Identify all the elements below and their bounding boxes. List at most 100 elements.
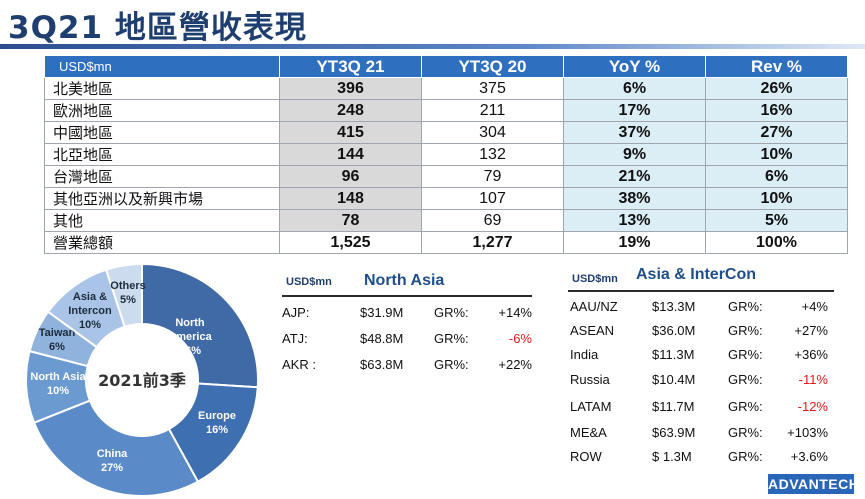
yoy-value: 6% xyxy=(563,77,706,100)
regional-revenue-table: USD$mn YT3Q 21 YT3Q 20 YoY % Rev % 北美地區 3… xyxy=(44,55,848,254)
yt3q21-value: 415 xyxy=(279,121,422,144)
asia-intercon-amount: $13.3M xyxy=(652,299,696,314)
title-underline xyxy=(0,44,865,49)
yt3q20-value: 132 xyxy=(421,143,564,166)
table-row: 歐洲地區 248 211 17% 16% xyxy=(44,99,848,122)
asia-intercon-region: ASEAN xyxy=(570,323,615,338)
rev-share-value: 10% xyxy=(705,143,848,166)
asia-intercon-value: +103% xyxy=(787,425,828,440)
list-item: ATJ: $48.8M GR%: -6% xyxy=(282,328,532,350)
yt3q20-value: 69 xyxy=(421,209,564,232)
asia-intercon-value: +4% xyxy=(801,299,828,314)
region-label: 北美地區 xyxy=(44,77,280,100)
total-label: 營業總額 xyxy=(44,231,280,254)
list-item: AKR : $63.8M GR%: +22% xyxy=(282,354,532,376)
rev-share-value: 5% xyxy=(705,209,848,232)
pie-slice-north-america xyxy=(141,262,259,389)
asia-intercon-divider xyxy=(568,290,834,292)
header-yt3q20: YT3Q 20 xyxy=(421,55,564,78)
header-yoy: YoY % xyxy=(563,55,706,78)
asia-intercon-value: -12% xyxy=(797,399,828,414)
asia-intercon-amount: $11.3M xyxy=(652,347,695,362)
table-row: 北美地區 396 375 6% 26% xyxy=(44,77,848,100)
yoy-value: 9% xyxy=(563,143,706,166)
asia-intercon-value: +36% xyxy=(794,347,828,362)
yt3q20-value: 211 xyxy=(421,99,564,122)
asia-intercon-amount: $36.0M xyxy=(652,323,696,338)
north-asia-gr: GR%: xyxy=(434,305,469,320)
table-row: 北亞地區 144 132 9% 10% xyxy=(44,143,848,166)
rev-share-value: 27% xyxy=(705,121,848,144)
yt3q21-value: 248 xyxy=(279,99,422,122)
region-label: 其他亞洲以及新興市場 xyxy=(44,187,280,210)
yoy-value: 21% xyxy=(563,165,706,188)
asia-intercon-amount: $11.7M xyxy=(652,399,695,414)
header-unit: USD$mn xyxy=(44,55,280,78)
asia-intercon-gr: GR%: xyxy=(728,372,763,387)
north-asia-value: -6% xyxy=(508,331,532,346)
asia-intercon-gr: GR%: xyxy=(728,425,763,440)
north-asia-gr: GR%: xyxy=(434,357,469,372)
yt3q21-value: 144 xyxy=(279,143,422,166)
list-item: AAU/NZ $13.3M GR%: +4% xyxy=(568,296,832,318)
asia-intercon-title: Asia & InterCon xyxy=(636,266,757,283)
asia-intercon-gr: GR%: xyxy=(728,323,763,338)
region-label: 台灣地區 xyxy=(44,165,280,188)
yt3q20-value: 304 xyxy=(421,121,564,144)
list-item: AJP: $31.9M GR%: +14% xyxy=(282,302,532,324)
asia-intercon-region: ROW xyxy=(570,449,602,464)
asia-intercon-gr: GR%: xyxy=(728,399,763,414)
yt3q20-value: 107 xyxy=(421,187,564,210)
asia-intercon-region: India xyxy=(570,347,599,362)
asia-intercon-gr: GR%: xyxy=(728,449,763,464)
list-item: ASEAN $36.0M GR%: +27% xyxy=(568,320,832,342)
total-yoy: 19% xyxy=(563,231,706,254)
yt3q21-value: 96 xyxy=(279,165,422,188)
asia-intercon-value: -11% xyxy=(798,372,828,387)
pie-slice-china xyxy=(32,399,200,497)
north-asia-region: ATJ: xyxy=(282,331,308,346)
pie-slice-others xyxy=(104,262,143,329)
north-asia-value: +22% xyxy=(498,357,532,372)
asia-intercon-value: +3.6% xyxy=(790,449,828,464)
north-asia-gr: GR%: xyxy=(434,331,469,346)
asia-intercon-region: LATAM xyxy=(570,399,612,414)
pie-label-asia-intercon: Asia & Intercon 10% xyxy=(68,291,112,331)
yt3q21-value: 396 xyxy=(279,77,422,100)
asia-intercon-amount: $ 1.3M xyxy=(652,449,692,464)
pie-label-taiwan: Taiwan 6% xyxy=(39,327,76,353)
north-asia-region: AKR : xyxy=(282,357,316,372)
asia-intercon-value: +27% xyxy=(794,323,828,338)
list-item: ME&A $63.9M GR%: +103% xyxy=(568,422,832,444)
table-header-row: USD$mn YT3Q 21 YT3Q 20 YoY % Rev % xyxy=(44,55,848,78)
list-item: ROW $ 1.3M GR%: +3.6% xyxy=(568,446,832,468)
asia-intercon-amount: $63.9M xyxy=(652,425,696,440)
rev-share-value: 6% xyxy=(705,165,848,188)
yoy-value: 37% xyxy=(563,121,706,144)
north-asia-unit: USD$mn xyxy=(286,276,332,288)
list-item: Russia $10.4M GR%: -11% xyxy=(568,369,832,391)
table-row: 其他 78 69 13% 5% xyxy=(44,209,848,232)
yt3q21-value: 148 xyxy=(279,187,422,210)
north-asia-amount: $63.8M xyxy=(360,357,404,372)
total-yt3q21: 1,525 xyxy=(279,231,422,254)
asia-intercon-region: ME&A xyxy=(570,425,607,440)
regional-revenue-pie-chart: North America 26% Europe 16% China 27% North As… xyxy=(25,262,259,497)
table-row: 其他亞洲以及新興市場 148 107 38% 10% xyxy=(44,187,848,210)
yoy-value: 17% xyxy=(563,99,706,122)
asia-intercon-gr: GR%: xyxy=(728,299,763,314)
region-label: 其他 xyxy=(44,209,280,232)
yt3q20-value: 79 xyxy=(421,165,564,188)
header-rev: Rev % xyxy=(705,55,848,78)
table-total-row: 營業總額 1,525 1,277 19% 100% xyxy=(44,231,848,254)
north-asia-value: +14% xyxy=(498,305,532,320)
rev-share-value: 26% xyxy=(705,77,848,100)
advantech-logo: ADVANTECH xyxy=(768,474,860,494)
total-rev: 100% xyxy=(705,231,848,254)
north-asia-amount: $48.8M xyxy=(360,331,404,346)
north-asia-title: North Asia xyxy=(364,272,445,289)
region-label: 歐洲地區 xyxy=(44,99,280,122)
asia-intercon-unit: USD$mn xyxy=(572,273,618,285)
rev-share-value: 10% xyxy=(705,187,848,210)
pie-label-north-america: North America 26% xyxy=(168,317,212,357)
